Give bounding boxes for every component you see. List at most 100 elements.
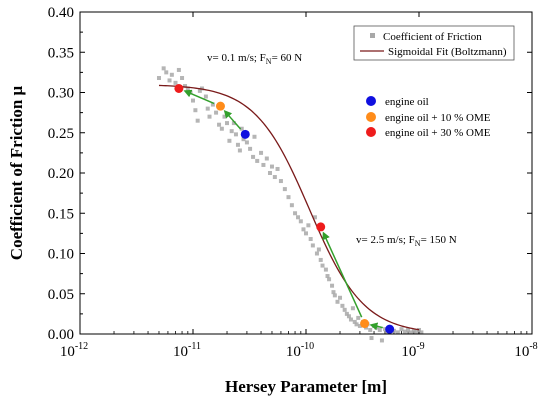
annotation-low-speed: v= 0.1 m/s; FN= 60 N	[207, 52, 302, 66]
cof-point	[241, 137, 246, 142]
legend-label-ome-30: engine oil + 30 % OME	[385, 127, 491, 139]
cof-point	[180, 76, 185, 81]
cof-point	[369, 336, 374, 341]
cof-point	[275, 166, 280, 171]
cof-point	[352, 319, 357, 324]
legend-points: engine oil engine oil + 10 % OME engine …	[366, 96, 491, 139]
cof-point	[332, 293, 337, 298]
cof-point	[239, 126, 244, 131]
cof-point	[167, 78, 172, 83]
cof-point	[173, 80, 178, 85]
cof-point	[382, 327, 387, 332]
cof-point	[191, 98, 195, 103]
legend-frame	[353, 25, 515, 61]
y-axis-title: Coefficient of Friction μ	[7, 85, 26, 260]
cof-point	[402, 329, 407, 334]
cof-point	[414, 329, 419, 334]
cof-point	[331, 290, 336, 295]
legend-label-engine-oil: engine oil	[385, 96, 429, 108]
cof-point	[340, 303, 345, 308]
cof-point	[304, 231, 308, 236]
cof-point	[255, 158, 260, 163]
oil-measurement-point	[385, 324, 395, 334]
cof-point	[320, 263, 325, 268]
cof-point	[314, 251, 319, 256]
y-tick-label: 0.05	[48, 287, 74, 303]
cof-point	[185, 86, 190, 91]
cof-point	[399, 327, 404, 332]
cof-point	[183, 84, 188, 89]
cof-point	[409, 330, 414, 335]
annotation-high-speed: v= 2.5 m/s; FN= 150 N	[356, 234, 457, 248]
cof-point	[301, 227, 306, 232]
cof-point	[272, 175, 277, 180]
cof-point	[233, 132, 238, 137]
cof-point	[327, 277, 332, 282]
legend-dot-ome-30	[366, 127, 376, 137]
cof-point	[312, 215, 317, 220]
cof-point	[419, 330, 424, 335]
sigmoid-fit-curve	[158, 84, 420, 331]
points-layer	[174, 83, 395, 334]
cof-point	[310, 243, 315, 248]
cof-point	[217, 122, 222, 127]
y-tick-label: 0.10	[48, 247, 74, 263]
legend-dot-ome-10	[366, 112, 376, 122]
legend-label-ome-10: engine oil + 10 % OME	[385, 112, 491, 124]
cof-point	[252, 134, 257, 139]
cof-point	[379, 338, 384, 343]
cof-point	[318, 257, 323, 262]
x-tick-label: 10-9	[401, 341, 424, 360]
cof-point	[298, 219, 303, 224]
cof-point	[244, 140, 249, 145]
oil-measurement-point	[240, 129, 250, 139]
legend-dot-engine-oil	[366, 96, 376, 106]
cof-point	[338, 295, 343, 300]
cof-point	[225, 121, 230, 126]
cof-point	[357, 323, 362, 328]
cof-point	[282, 187, 287, 192]
oil-measurement-point	[215, 101, 225, 111]
x-tick-label: 10-12	[60, 341, 88, 360]
cof-point	[229, 129, 234, 134]
cof-point	[348, 317, 353, 322]
cof-point	[227, 138, 232, 143]
cof-point	[278, 179, 283, 184]
cof-point	[344, 311, 349, 316]
cof-point	[417, 327, 421, 332]
arrow-layer	[183, 89, 383, 331]
cof-point	[231, 121, 236, 126]
cof-point	[264, 156, 269, 161]
cof-point	[193, 108, 198, 113]
cof-point	[368, 327, 373, 332]
cof-point	[195, 118, 200, 123]
cof-point	[248, 146, 253, 151]
cof-point	[169, 72, 174, 77]
cof-point	[330, 283, 335, 288]
cof-point	[316, 247, 321, 252]
cof-point	[354, 322, 359, 327]
cof-point	[259, 150, 264, 155]
cof-point	[161, 66, 166, 71]
cof-point	[214, 110, 219, 115]
oil-measurement-point	[174, 83, 184, 93]
trend-arrow	[223, 109, 242, 130]
cof-point	[164, 70, 169, 75]
y-tick-label: 0.15	[48, 206, 74, 222]
cof-point	[235, 142, 240, 147]
y-tick-label: 0.25	[48, 126, 74, 142]
legend-box: Coefficient of Friction Sigmoidal Fit (B…	[353, 25, 515, 61]
cof-point	[323, 267, 328, 272]
trend-arrow	[322, 231, 363, 318]
cof-point	[411, 328, 416, 333]
x-tick-label: 10-10	[286, 341, 314, 360]
cof-point	[325, 274, 330, 279]
cof-point	[176, 67, 181, 72]
cof-point	[156, 76, 161, 81]
cof-point	[203, 94, 208, 99]
y-tick-label: 0.30	[48, 86, 74, 102]
cof-point	[269, 164, 274, 169]
scatter-layer	[156, 66, 424, 343]
y-tick-label: 0.35	[48, 45, 74, 61]
cof-point	[395, 330, 400, 335]
